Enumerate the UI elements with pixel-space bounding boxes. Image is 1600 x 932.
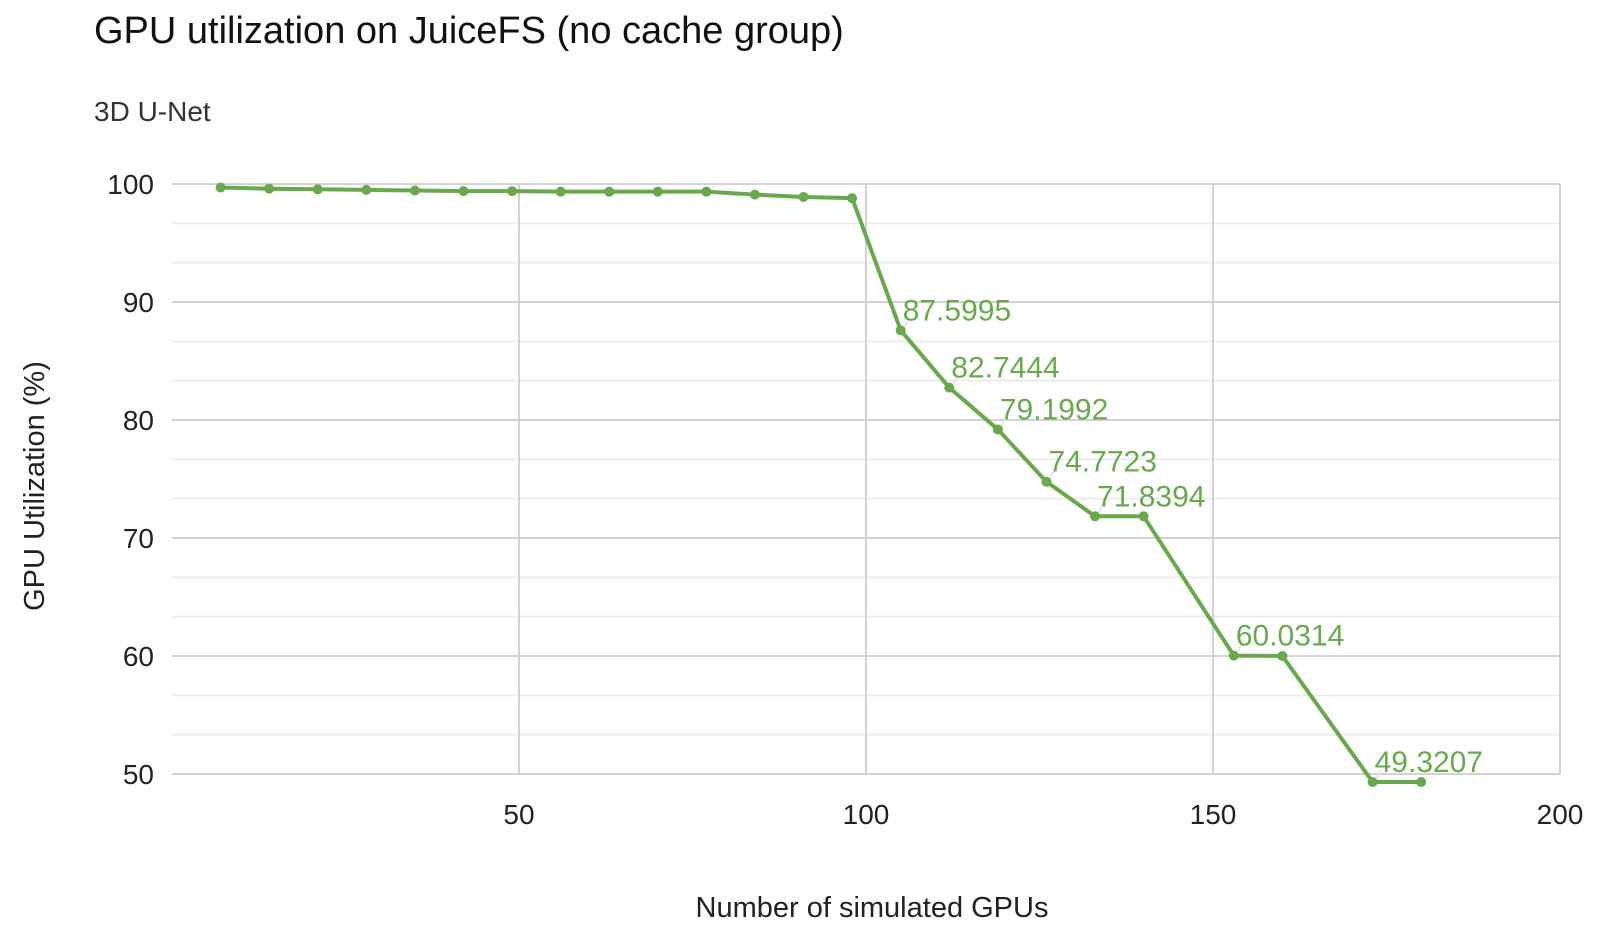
data-label: 74.7723	[1048, 446, 1156, 479]
data-point	[1367, 777, 1378, 788]
y-axis-title: GPU Utilization (%)	[19, 361, 51, 611]
data-label: 79.1992	[1000, 393, 1108, 426]
data-point	[749, 189, 760, 200]
data-point	[409, 185, 420, 196]
y-tick-label: 90	[123, 287, 154, 318]
label-leader	[1236, 643, 1243, 653]
data-point	[312, 184, 323, 195]
label-leader	[903, 317, 910, 327]
label-leader	[1049, 469, 1056, 479]
data-point	[652, 186, 663, 197]
chart-subtitle: 3D U-Net	[94, 96, 211, 127]
data-label: 49.3207	[1375, 746, 1483, 779]
y-tick-label: 70	[123, 523, 154, 554]
label-leader	[952, 375, 959, 385]
y-axis-ticks: 100 90 80 70 60 50	[107, 169, 154, 790]
y-tick-label: 50	[123, 759, 154, 790]
data-label: 60.0314	[1236, 620, 1344, 653]
y-tick-label: 60	[123, 641, 154, 672]
chart-title: GPU utilization on JuiceFS (no cache gro…	[94, 10, 844, 52]
data-point	[895, 325, 906, 336]
x-tick-label: 50	[503, 799, 534, 830]
x-axis-title: Number of simulated GPUs	[696, 892, 1049, 924]
major-gridlines	[172, 183, 1561, 775]
label-leader	[1098, 503, 1104, 513]
data-point	[555, 186, 566, 197]
data-point	[1277, 651, 1288, 661]
data-point	[264, 183, 275, 194]
data-point	[361, 184, 372, 195]
x-axis-ticks: 50 100 150 200	[503, 799, 1583, 830]
data-label: 82.7444	[951, 352, 1059, 385]
data-label: 87.5995	[903, 294, 1011, 327]
label-leader	[1000, 417, 1007, 426]
y-tick-label: 80	[123, 405, 154, 436]
data-point	[1416, 777, 1427, 788]
label-leader	[1375, 769, 1382, 779]
data-point	[1228, 650, 1239, 661]
data-point	[944, 382, 955, 393]
data-point	[458, 186, 469, 197]
y-tick-label: 100	[107, 169, 154, 200]
data-point	[604, 186, 615, 197]
data-label: 71.8394	[1097, 480, 1205, 513]
x-tick-label: 200	[1537, 799, 1584, 830]
data-point	[798, 191, 809, 202]
x-tick-label: 150	[1190, 799, 1237, 830]
data-point	[1138, 511, 1149, 522]
series-layer	[215, 182, 1427, 788]
x-tick-label: 100	[843, 799, 890, 830]
data-point	[1090, 511, 1101, 522]
data-point	[1041, 476, 1052, 487]
series-line	[218, 185, 1424, 785]
data-point	[507, 186, 518, 197]
data-point	[215, 182, 226, 193]
data-point	[847, 193, 858, 204]
data-point	[992, 424, 1003, 435]
data-point	[701, 186, 712, 197]
